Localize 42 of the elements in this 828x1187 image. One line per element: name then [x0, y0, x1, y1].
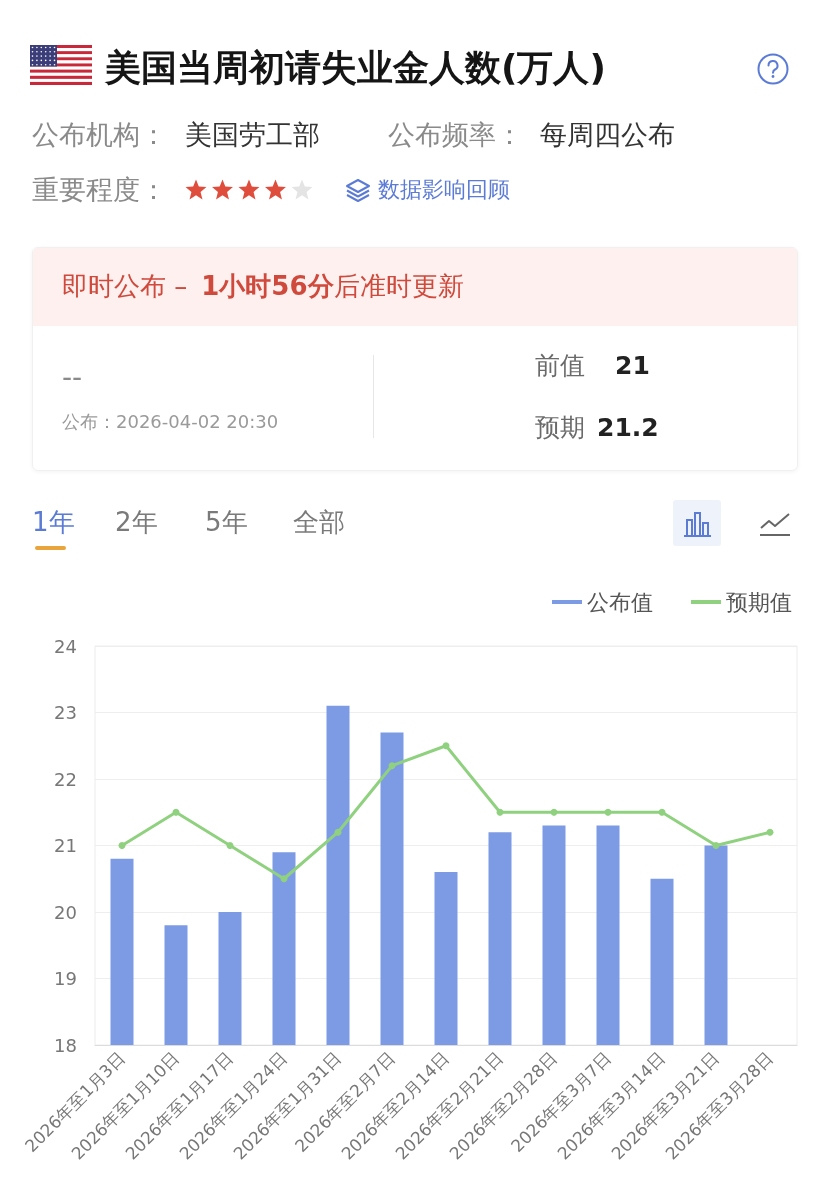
text: 公布机构：	[32, 118, 167, 152]
text: --	[62, 361, 83, 395]
y-tick-label: 20	[54, 901, 77, 923]
text: 5年	[205, 507, 248, 539]
y-tick-label: 24	[54, 635, 77, 657]
y-tick-label: 21	[54, 835, 77, 856]
point	[658, 808, 666, 816]
text: 每周四公布	[540, 118, 675, 152]
text: 公布：2026-04-02 20:30	[62, 411, 279, 433]
point	[118, 842, 126, 849]
text: 后准时更新	[333, 271, 464, 303]
point	[766, 828, 774, 836]
text: 预期	[535, 413, 585, 443]
text: 即时公布 –	[62, 271, 188, 303]
point	[388, 762, 396, 770]
text: 数据影响回顾	[378, 176, 510, 204]
point	[496, 808, 504, 816]
text: 2年	[115, 507, 158, 539]
legend-label: 公布值	[587, 589, 653, 615]
point	[442, 742, 450, 750]
text: 1年	[32, 507, 75, 539]
point	[334, 828, 342, 836]
text: 21	[615, 351, 650, 381]
point	[280, 875, 288, 883]
text: 1小时56分	[201, 271, 334, 303]
text: 重要程度：	[32, 173, 167, 207]
text: 美国当周初请失业金人数(万人)	[105, 46, 606, 90]
text: 前值	[535, 351, 585, 381]
point	[550, 808, 558, 816]
text: 全部	[293, 507, 345, 539]
point	[172, 808, 180, 816]
text: 美国劳工部	[185, 118, 320, 152]
text: 21.2	[597, 413, 659, 443]
point	[712, 842, 720, 849]
point	[604, 808, 612, 816]
y-tick-label: 18	[54, 1034, 77, 1056]
y-tick-label: 22	[54, 768, 77, 790]
text: 公布频率：	[388, 118, 523, 152]
point	[226, 842, 234, 849]
y-tick-label: 23	[54, 702, 77, 723]
y-tick-label: 19	[54, 968, 77, 989]
legend-label: 预期值	[726, 589, 792, 615]
